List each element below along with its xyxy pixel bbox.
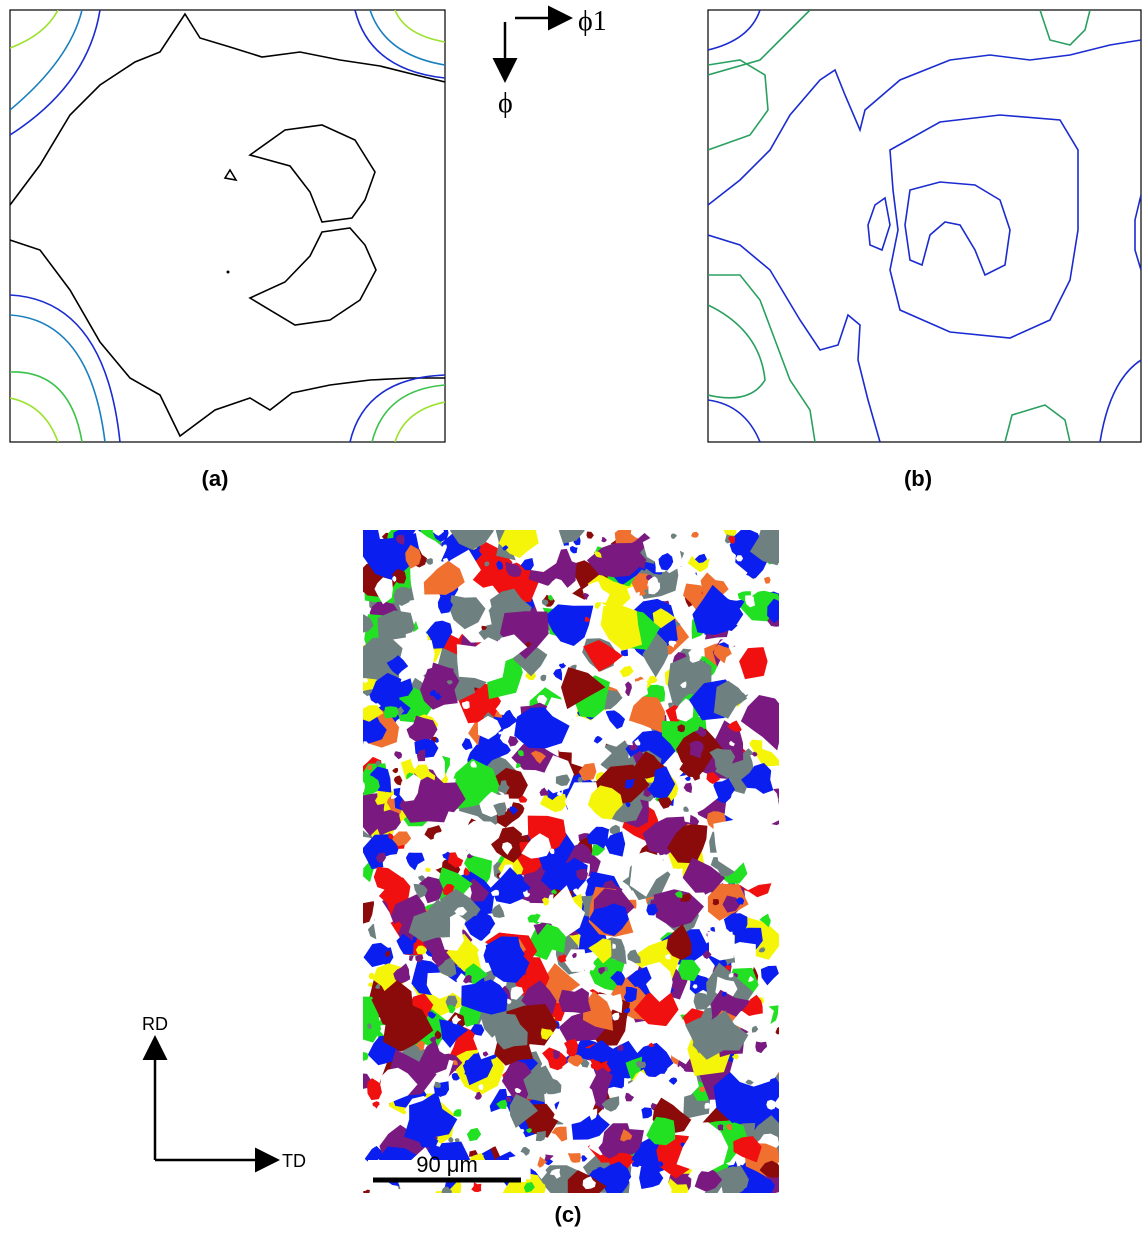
axis-label: ϕ [498, 88, 513, 119]
odf-panel-b: (b) [708, 10, 1141, 491]
axis-label: ϕ1 [578, 6, 607, 37]
grain [629, 679, 648, 697]
page: (a) ϕ1 ϕ (b) [0, 0, 1142, 1234]
contour [227, 271, 230, 274]
sample-axes: RD TD [142, 1014, 306, 1171]
figure: (a) ϕ1 ϕ (b) [0, 0, 1142, 1234]
panel-frame [708, 10, 1141, 442]
panel-frame [10, 10, 445, 442]
odf-panel-a: (a) [10, 10, 445, 491]
panel-label: (a) [202, 466, 229, 491]
panel-label: (c) [555, 1202, 582, 1227]
ebsd-map: 90 μm (c) [339, 514, 797, 1227]
axis-label: TD [282, 1151, 306, 1171]
grain [718, 1124, 724, 1130]
scale-bar-label: 90 μm [416, 1152, 478, 1177]
euler-axes: ϕ1 ϕ [498, 6, 607, 119]
axis-label: RD [142, 1014, 168, 1034]
panel-label: (b) [904, 466, 932, 491]
